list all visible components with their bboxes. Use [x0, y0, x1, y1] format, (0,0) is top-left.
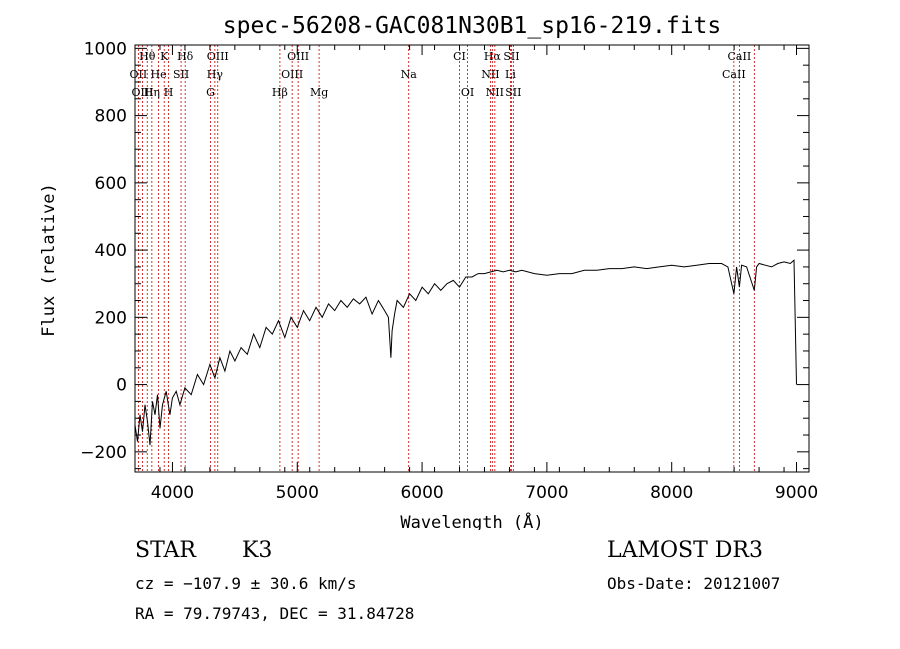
y-tick-label: 0	[116, 376, 127, 396]
y-tick-label: 1000	[84, 39, 127, 59]
obs-date: Obs-Date: 20121007	[607, 574, 781, 593]
x-tick-label: 7000	[525, 483, 568, 503]
line-label: OIII	[281, 68, 303, 81]
line-label: OI	[461, 86, 474, 99]
y-tick-label: 400	[95, 241, 127, 261]
ra-dec: RA = 79.79743, DEC = 31.84728	[135, 604, 415, 623]
spectrum-line	[134, 259, 797, 446]
line-label: CaII	[742, 0, 766, 3]
line-label: SII	[503, 50, 519, 63]
x-tick-label: 8000	[650, 483, 693, 503]
chart-title: spec-56208-GAC081N30B1_sp16-219.fits	[223, 13, 722, 39]
line-label: Na	[401, 68, 418, 81]
line-label: Hα	[484, 50, 502, 63]
x-tick-label: 6000	[400, 483, 443, 503]
cz-value: cz = −107.9 ± 30.6 km/s	[135, 574, 357, 593]
x-axis-label: Wavelength (Å)	[400, 511, 543, 530]
x-tick-label: 9000	[775, 483, 818, 503]
y-axis-label: Flux (relative)	[39, 183, 59, 337]
line-label: G	[206, 86, 215, 99]
line-label: OII	[130, 68, 148, 81]
line-label: Hη	[144, 86, 160, 99]
plot-frame	[134, 44, 810, 473]
line-label: Hθ	[139, 50, 156, 63]
line-label: SII	[173, 68, 189, 81]
spectrum-chart: spec-56208-GAC081N30B1_sp16-219.fits Hθ K…	[39, 0, 818, 530]
x-tick-label: 5000	[276, 483, 319, 503]
line-label: NII	[481, 68, 499, 81]
line-label: SII	[505, 86, 521, 99]
line-label: Hβ	[272, 86, 288, 99]
survey-name: LAMOST DR3	[607, 538, 763, 563]
line-label: OIII	[207, 50, 229, 63]
object-class: STAR	[135, 538, 196, 563]
line-label: OIII	[131, 86, 153, 99]
y-tick-label: 800	[95, 107, 127, 127]
line-label: He	[151, 68, 167, 81]
y-tick-label: 200	[95, 308, 127, 328]
line-label: Li	[505, 68, 516, 81]
y-tick-label: −200	[80, 443, 127, 463]
line-label: H	[164, 86, 174, 99]
line-label: CaII	[722, 68, 746, 81]
line-label: CI	[453, 50, 466, 63]
line-label: OIII	[287, 50, 309, 63]
line-label: Hδ	[177, 50, 194, 63]
line-label: Mg	[310, 86, 328, 99]
line-label: K	[160, 50, 169, 63]
y-tick-label: 600	[95, 174, 127, 194]
line-label: Hγ	[207, 68, 224, 81]
line-label: CaII	[728, 50, 752, 63]
line-label: NII	[486, 86, 504, 99]
object-subclass: K3	[242, 538, 273, 563]
x-tick-label: 4000	[151, 483, 194, 503]
